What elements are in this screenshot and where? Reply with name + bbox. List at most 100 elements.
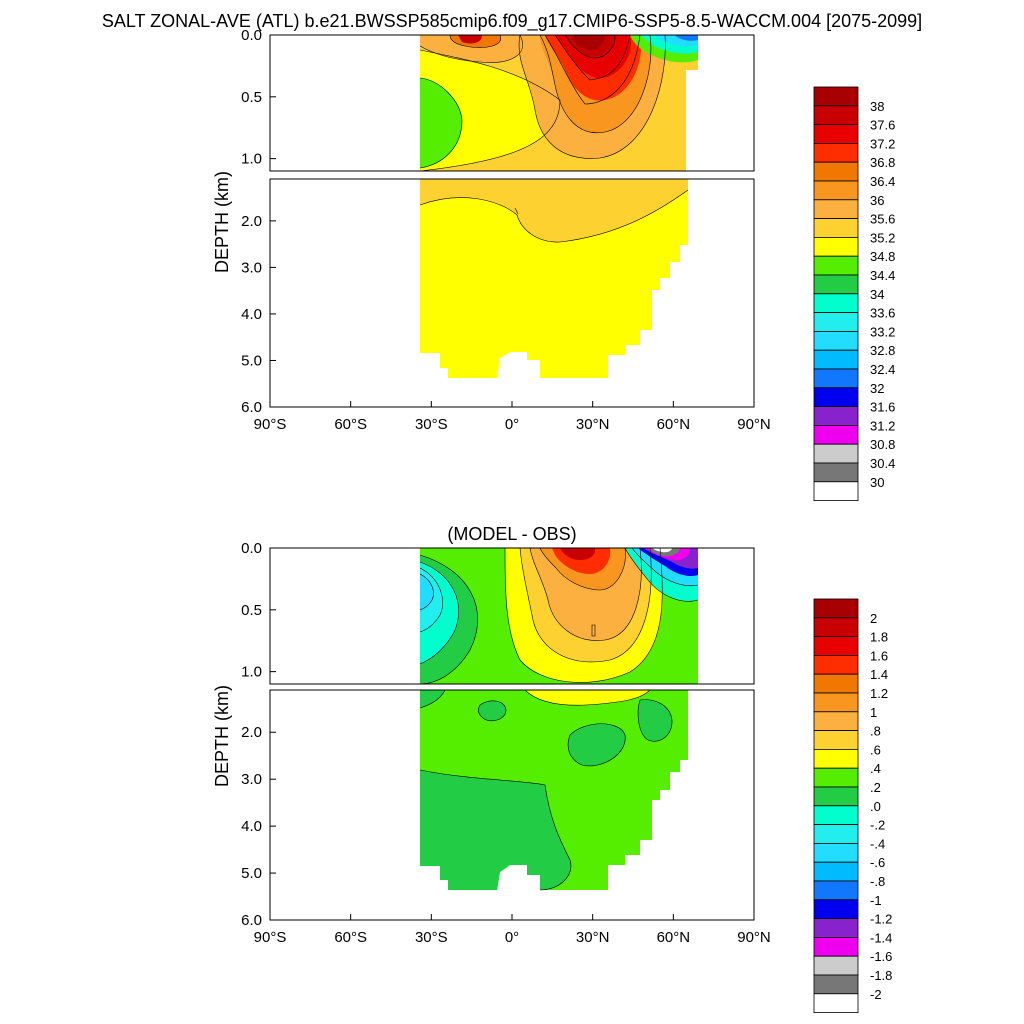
colorbar-label: .6 (870, 742, 881, 757)
colorbar-swatch (813, 673, 859, 694)
y-axis-label: DEPTH (km) (212, 171, 232, 273)
colorbar-swatch (813, 161, 859, 182)
colorbar-swatch (813, 293, 859, 313)
upper-contours (419, 35, 666, 171)
x-tick-label: 90°S (254, 416, 287, 433)
colorbar-swatch (813, 861, 859, 882)
difference-panel: (MODEL - OBS) (212, 524, 892, 1013)
salinity-panel: 90°S 60°S 30°S 0° 30°N 60°N 90°N 0.0 0.5 1.0 2.0 3.… (212, 27, 895, 501)
x-tick-label: 30°S (415, 929, 448, 946)
colorbar-swatch (813, 655, 859, 675)
colorbar-label: -2 (870, 987, 882, 1002)
salinity-axes: 90°S 60°S 30°S 0° 30°N 60°N 90°N 0.0 0.5 1.0 2.0 3.… (241, 27, 771, 433)
colorbar-label: .4 (870, 761, 881, 776)
colorbar-label: -.4 (870, 836, 885, 851)
colorbar-label: 36.8 (870, 155, 895, 170)
y-tick-label: 0.5 (241, 89, 262, 106)
colorbar-label: 30.8 (870, 437, 895, 452)
figure-title: SALT ZONAL-AVE (ATL) b.e21.BWSSP585cmip6… (102, 11, 922, 32)
colorbar-swatch (813, 199, 859, 220)
colorbar-label: 34 (870, 287, 884, 302)
colorbar-swatch (813, 899, 859, 919)
difference-axes: 90°S 60°S 30°S 0° 30°N 60°N 90°N 0.0 0.5 1.0 2.0 3.… (241, 540, 771, 946)
colorbar-label: 32.4 (870, 362, 895, 377)
x-tick-label: 60°N (657, 929, 691, 946)
colorbar-label: 30.4 (870, 456, 895, 471)
upper-section-field (419, 35, 698, 171)
colorbar-label: 1.6 (870, 648, 888, 663)
x-tick-label: 60°S (334, 416, 367, 433)
colorbar-swatch (813, 124, 859, 144)
colorbar-label: 31.2 (870, 418, 895, 433)
y-tick-label: 1.0 (241, 664, 262, 681)
x-tick-label: 90°S (254, 929, 287, 946)
x-tick-label: 30°N (576, 929, 610, 946)
colorbar-label: 32 (870, 381, 884, 396)
y-tick-label: 2.0 (241, 213, 262, 230)
colorbar-swatch (813, 368, 859, 389)
y-tick-label: 6.0 (241, 912, 262, 929)
colorbar-swatch (813, 406, 859, 426)
colorbar-label: 1.8 (870, 630, 888, 645)
colorbar-swatch (813, 330, 859, 351)
colorbar-label: 34.4 (870, 268, 895, 283)
colorbar-swatch (813, 180, 859, 201)
x-tick-label: 60°S (334, 929, 367, 946)
y-tick-label: 3.0 (241, 259, 262, 276)
y-tick-label: 0.0 (241, 540, 262, 557)
x-tick-label: 90°N (737, 929, 771, 946)
colorbar-label: 1.2 (870, 686, 888, 701)
panel-title: (MODEL - OBS) (447, 524, 576, 544)
y-tick-label: 5.0 (241, 352, 262, 369)
colorbar-swatch (813, 142, 859, 163)
colorbar-label: -.8 (870, 874, 885, 889)
colorbar-label: 35.6 (870, 212, 895, 227)
colorbar-swatch (813, 786, 859, 807)
upper-section-field (419, 548, 699, 684)
colorbar-swatch (813, 274, 859, 295)
colorbar-label: 1.4 (870, 667, 888, 682)
colorbar-swatch (813, 105, 859, 126)
y-tick-label: 2.0 (241, 724, 262, 741)
difference-colorbar: 21.81.61.41.21.8.6.4.2.0-.2-.4-.6-.8-1-1… (813, 598, 892, 1013)
upper-section-frame (269, 34, 755, 172)
upper-contours (419, 548, 699, 684)
colorbar-swatch (813, 918, 859, 938)
colorbar-swatch (813, 805, 859, 825)
colorbar-swatch (813, 86, 859, 107)
colorbar-swatch (813, 387, 859, 407)
upper-section-frame (269, 547, 755, 685)
y-tick-label: 0.5 (241, 602, 262, 619)
colorbar-swatch (813, 767, 859, 788)
colorbar-label: 38 (870, 99, 884, 114)
colorbar-swatch (813, 349, 859, 370)
colorbar-label: 34.8 (870, 249, 895, 264)
colorbar-label: .8 (870, 724, 881, 739)
colorbar-label: -1.2 (870, 912, 892, 927)
colorbar-swatch (813, 636, 859, 656)
colorbar-swatch (813, 843, 859, 863)
colorbar-swatch (813, 218, 859, 238)
colorbar-label: .0 (870, 799, 881, 814)
colorbar-swatch (813, 974, 859, 995)
x-tick-label: 0° (505, 416, 519, 433)
y-tick-label: 4.0 (241, 306, 262, 323)
x-tick-label: 30°S (415, 416, 448, 433)
y-tick-label: 1.0 (241, 151, 262, 168)
colorbar-label: 33.6 (870, 306, 895, 321)
colorbar-swatch (813, 880, 859, 901)
colorbar-label: -1.4 (870, 930, 892, 945)
colorbar-swatch (813, 955, 859, 976)
lower-section-field (419, 690, 688, 891)
x-tick-label: 30°N (576, 416, 610, 433)
colorbar-swatch (813, 443, 859, 464)
colorbar-swatch (813, 312, 859, 332)
colorbar-label: 37.2 (870, 136, 895, 151)
colorbar-label: 36.4 (870, 174, 895, 189)
colorbar-label: 32.8 (870, 343, 895, 358)
colorbar-swatch (813, 424, 859, 445)
colorbar-swatch (813, 255, 859, 276)
colorbar-label: -.2 (870, 818, 885, 833)
colorbar-label: 31.6 (870, 400, 895, 415)
